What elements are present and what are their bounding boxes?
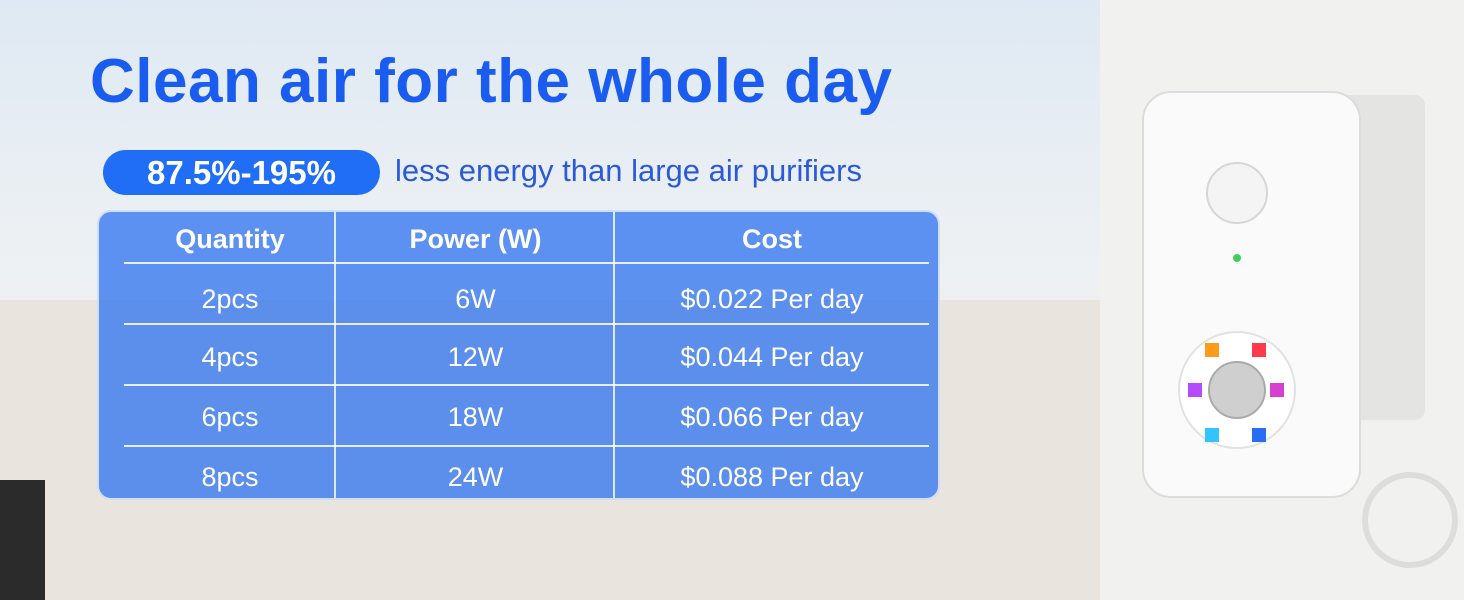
table-cell: 24W: [447, 462, 504, 492]
table-cell: $0.022 Per day: [680, 284, 864, 314]
badge: 87.5%-195%: [103, 150, 380, 195]
table-cell: Power (W): [409, 224, 542, 254]
table-cell: 2pcs: [201, 284, 259, 314]
table-cell: Quantity: [175, 224, 285, 254]
table-header: Quantity Power (W) Cost: [124, 224, 929, 255]
table-cell: 6W: [455, 284, 496, 314]
row-divider: [124, 445, 929, 447]
table-cell: $0.044 Per day: [680, 342, 864, 372]
table-cell: 18W: [447, 402, 504, 432]
table-row: 4pcs 12W $0.044 Per day: [124, 342, 929, 373]
tagline: less energy than large air purifiers: [395, 153, 862, 188]
table-cell: 6pcs: [201, 402, 259, 432]
title: Clean air for the whole day: [90, 47, 893, 116]
table-cell: 4pcs: [201, 342, 259, 372]
column-divider: [334, 212, 336, 498]
column-divider: [613, 212, 615, 498]
table-row: 2pcs 6W $0.022 Per day: [124, 284, 929, 315]
table-cell: 12W: [447, 342, 504, 372]
table: Quantity Power (W) Cost 2pcs 6W $0.022 Per da…: [97, 210, 940, 500]
table-row: 8pcs 24W $0.088 Per day: [124, 462, 929, 493]
table-row: 6pcs 18W $0.066 Per day: [124, 402, 929, 433]
row-divider: [124, 323, 929, 325]
table-cell: $0.088 Per day: [680, 462, 864, 492]
table-cell: $0.066 Per day: [680, 402, 864, 432]
row-divider: [124, 384, 929, 386]
table-cell: 8pcs: [201, 462, 259, 492]
table-cell: Cost: [742, 224, 802, 254]
row-divider: [124, 262, 929, 264]
